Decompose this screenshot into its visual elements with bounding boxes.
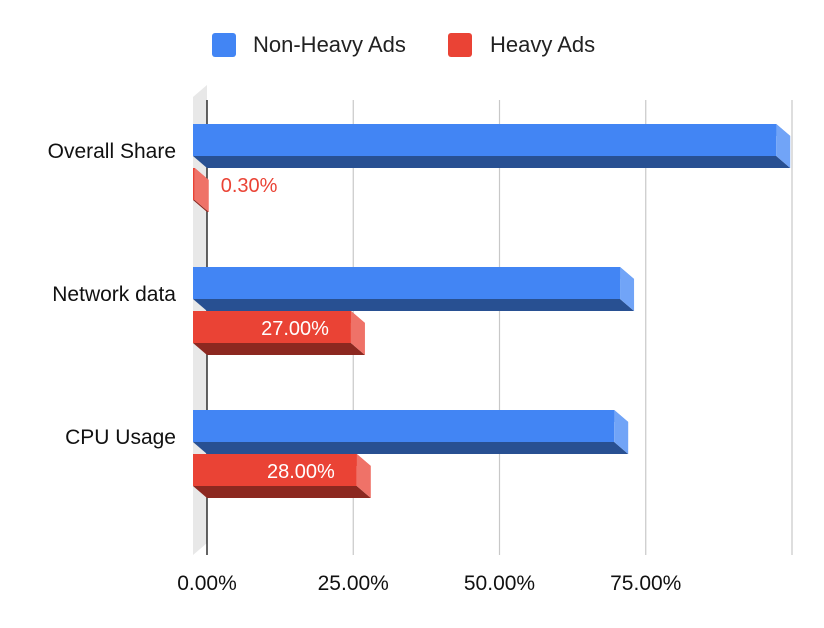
x-tick-label-2: 25.00% — [318, 572, 389, 595]
bar-1-3 — [193, 410, 629, 454]
x-tick-label-1: 0.00% — [177, 572, 237, 595]
legend-label-1: Non-Heavy Ads — [253, 32, 406, 57]
data-label-2-3: 28.00% — [267, 461, 335, 483]
x-tick-label-3: 50.00% — [464, 572, 535, 595]
legend-swatch-2 — [448, 33, 472, 57]
bars: 0.30% 27.00% 28.00% — [193, 124, 791, 498]
bar-2-1 — [193, 168, 209, 212]
category-label-1: Overall Share — [48, 140, 176, 163]
legend-label-2: Heavy Ads — [490, 32, 595, 57]
bar-1-2 — [193, 267, 635, 311]
data-label-2-1: 0.30% — [221, 175, 278, 197]
bar-2-3 — [193, 454, 371, 498]
bar-2-2 — [193, 311, 365, 355]
legend-swatch-1 — [212, 33, 236, 57]
category-labels: Overall Share Network data CPU Usage — [48, 140, 177, 449]
bar-1-1 — [193, 124, 791, 168]
legend: Non-Heavy Ads Heavy Ads — [212, 32, 595, 57]
category-label-3: CPU Usage — [65, 426, 176, 449]
category-label-2: Network data — [52, 283, 176, 306]
x-tick-label-4: 75.00% — [610, 572, 681, 595]
data-label-2-2: 27.00% — [261, 318, 329, 340]
x-axis-ticks: 0.00% 25.00% 50.00% 75.00% — [177, 572, 681, 595]
